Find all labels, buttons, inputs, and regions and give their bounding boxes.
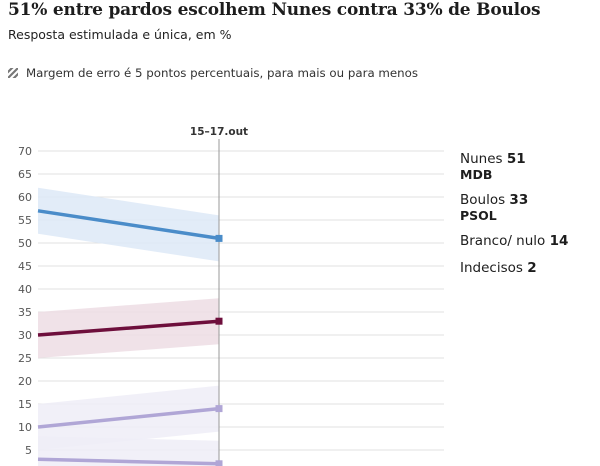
y-tick-label: 50 (18, 237, 32, 250)
date-marker-label: 15–17.out (190, 126, 248, 138)
y-tick-label: 55 (18, 214, 32, 227)
y-tick-label: 70 (18, 145, 32, 158)
legend-boulos: Boulos 33 PSOL (460, 192, 529, 224)
legend-value: 51 (506, 151, 526, 167)
y-tick-label: 35 (18, 306, 32, 319)
y-tick-label: 10 (18, 421, 32, 434)
error-band (38, 436, 219, 466)
series-line (37, 319, 220, 337)
y-tick-label: 40 (18, 283, 32, 296)
series-end-point (215, 234, 223, 242)
series-end-point (215, 317, 223, 325)
y-tick-label: 25 (18, 352, 32, 365)
y-tick-label: 45 (18, 260, 32, 273)
y-tick-label: 5 (25, 444, 32, 457)
series-line (37, 406, 220, 429)
legend-nunes: Nunes 51 MDB (460, 151, 526, 183)
legend-value: 2 (527, 260, 537, 276)
series-lines (37, 209, 223, 466)
series-line (37, 457, 220, 466)
margin-note: Margem de erro é 5 pontos percentuais, p… (8, 66, 418, 80)
legend-branco-nulo: Branco/ nulo 14 (460, 234, 568, 249)
legend-party: MDB (460, 167, 493, 182)
y-tick-label: 20 (18, 375, 32, 388)
series-end-point (215, 405, 223, 413)
series-end-point (215, 460, 223, 466)
y-tick-label: 65 (18, 168, 32, 181)
series-line (37, 209, 220, 241)
legend-indecisos: Indecisos 2 (460, 261, 537, 276)
legend-name: Nunes (460, 151, 503, 167)
legend-name: Boulos (460, 192, 506, 208)
margin-note-text: Margem de erro é 5 pontos percentuais, p… (26, 66, 419, 80)
y-tick-label: 15 (18, 398, 32, 411)
hatch-icon (8, 68, 18, 78)
y-tick-label: 60 (18, 191, 32, 204)
legend-party: PSOL (460, 208, 497, 223)
legend-value: 14 (549, 233, 569, 249)
y-tick-label: 30 (18, 329, 32, 342)
legend-name: Branco/ nulo (460, 233, 546, 249)
chart-subtitle: Resposta estimulada e única, em % (8, 27, 232, 42)
legend-value: 33 (509, 192, 529, 208)
legend-name: Indecisos (460, 260, 523, 276)
chart-title: 51% entre pardos escolhem Nunes contra 3… (8, 0, 541, 20)
